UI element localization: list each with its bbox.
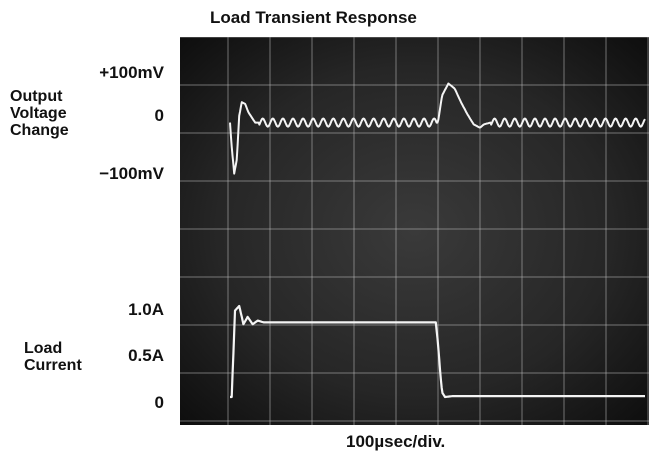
y-tick-label: 0 [154,393,164,412]
label-line: Load [24,340,63,357]
scope-background [180,37,649,425]
oscilloscope-screen [180,37,649,425]
load-current-label: Load Current [24,340,82,374]
label-line: Current [24,357,82,374]
label-line: Change [10,122,69,139]
output-voltage-change-label: Output Voltage Change [10,88,69,139]
y-tick-label: −100mV [99,164,164,183]
traces [229,82,646,399]
y-tick-label: 1.0A [128,300,164,319]
x-axis-label: 100µsec/div. [346,432,446,451]
load-current-trace [229,304,646,399]
output-voltage-trace [229,82,646,175]
label-line: Output [10,88,63,105]
label-line: Voltage [10,105,67,122]
y-tick-label: +100mV [99,63,164,82]
y-tick-label: 0.5A [128,346,164,365]
y-tick-label: 0 [154,106,164,125]
grid [180,37,649,425]
chart-title: Load Transient Response [210,8,417,27]
